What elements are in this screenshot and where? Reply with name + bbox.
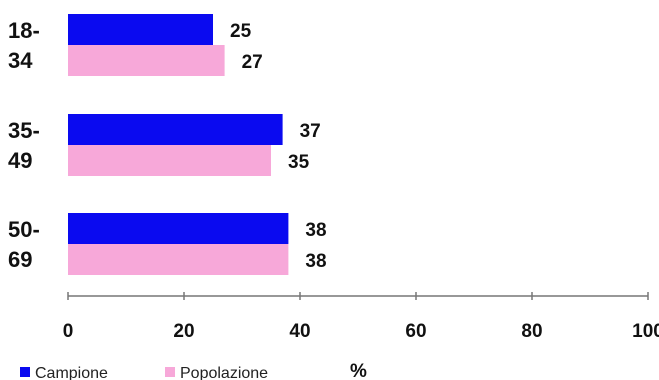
bar-popolazione-35-49	[68, 145, 271, 176]
value-labels: 25 27 37 35 38 38	[230, 21, 327, 272]
category-label-50-69-line-2: 69	[8, 247, 32, 272]
category-label-35-49-line-1: 35-	[8, 118, 40, 143]
x-tick-label-0: 0	[63, 321, 74, 342]
category-label-50-69-line-1: 50-	[8, 217, 40, 242]
legend-label-campione: Campione	[35, 365, 108, 380]
bar-campione-18-34	[68, 14, 213, 45]
value-label-campione-18-34: 25	[230, 21, 252, 42]
bar-popolazione-18-34	[68, 45, 225, 76]
value-label-campione-50-69: 38	[305, 220, 326, 241]
category-label-35-49-line-2: 49	[8, 148, 32, 173]
bar-popolazione-50-69	[68, 244, 289, 275]
x-tick-label-80: 80	[521, 321, 542, 342]
x-tick-label-60: 60	[405, 321, 426, 342]
x-tick-label-20: 20	[173, 321, 194, 342]
value-label-campione-35-49: 37	[300, 121, 321, 142]
x-axis-unit-label: %	[350, 361, 367, 380]
category-labels: 18- 34 35- 49 50- 69	[8, 18, 40, 272]
legend-label-popolazione: Popolazione	[180, 365, 268, 380]
legend: Campione Popolazione	[20, 365, 268, 380]
bars	[68, 14, 289, 275]
bar-campione-35-49	[68, 114, 283, 145]
category-label-18-34-line-2: 34	[8, 48, 33, 73]
x-tick-label-40: 40	[289, 321, 310, 342]
category-label-18-34-line-1: 18-	[8, 18, 40, 43]
legend-swatch-popolazione	[165, 367, 175, 377]
bar-campione-50-69	[68, 213, 289, 244]
value-label-popolazione-50-69: 38	[305, 251, 326, 272]
value-label-popolazione-35-49: 35	[288, 152, 310, 173]
x-tick-label-100: 100	[632, 321, 659, 342]
x-axis-ticks: 0 20 40 60 80 100	[63, 292, 659, 342]
legend-swatch-campione	[20, 367, 30, 377]
value-label-popolazione-18-34: 27	[242, 52, 263, 73]
